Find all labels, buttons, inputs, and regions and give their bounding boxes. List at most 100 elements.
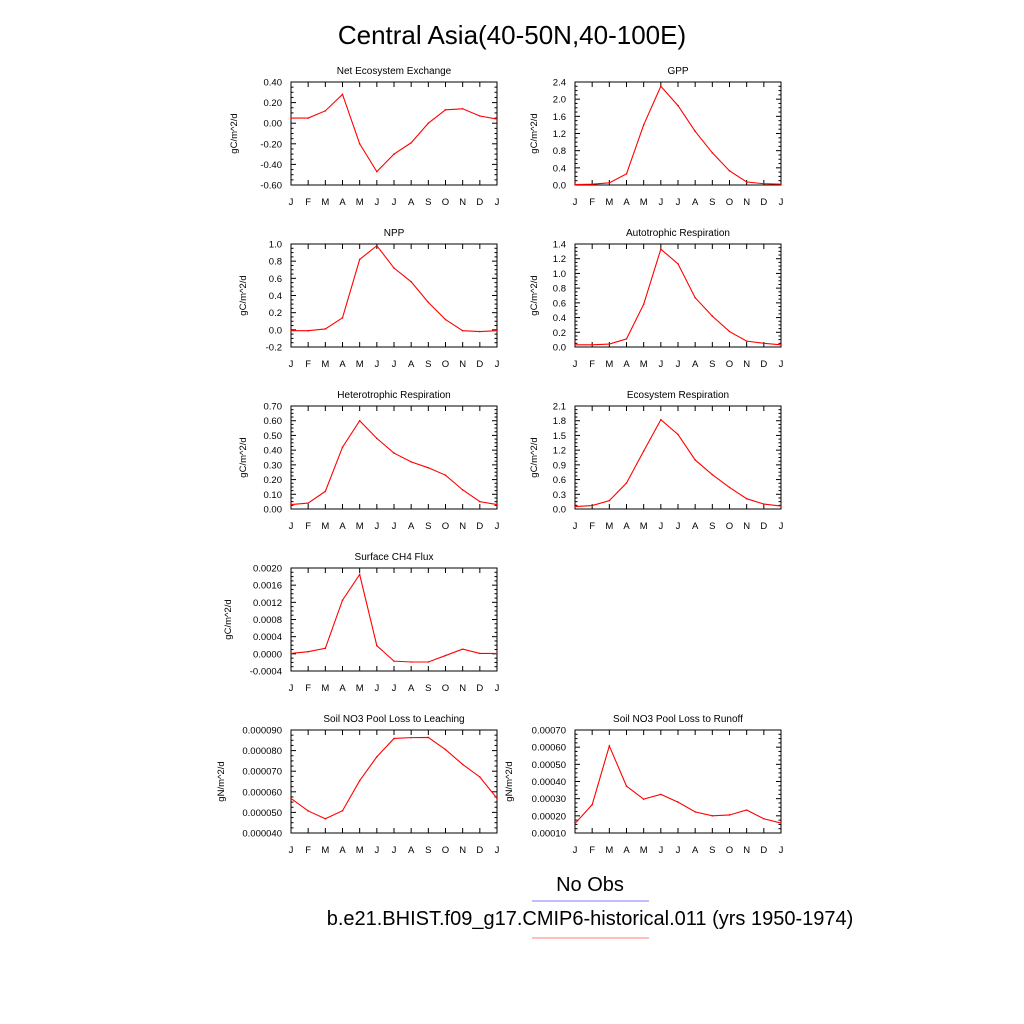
y-tick-label: 0.000090 (242, 726, 282, 737)
y-tick-label: -0.40 (260, 160, 282, 171)
legend-entry-obs-label: No Obs (556, 874, 624, 896)
x-tick-label: J (374, 845, 379, 856)
y-tick-label: 0.9 (553, 460, 566, 471)
y-tick-label: 0.6 (553, 475, 566, 486)
x-tick-label: F (305, 197, 311, 208)
x-tick-label: J (392, 197, 397, 208)
data-point (728, 814, 731, 816)
data-point (745, 340, 748, 342)
x-tick-label: D (760, 845, 767, 856)
y-axis-label: gC/m^2/d (238, 437, 249, 477)
data-point (341, 317, 344, 319)
x-tick-label: A (692, 521, 699, 532)
x-tick-label: A (623, 197, 630, 208)
x-tick-label: J (676, 359, 681, 370)
x-tick-label: N (743, 521, 750, 532)
x-tick-label: F (589, 197, 595, 208)
x-tick-label: F (589, 845, 595, 856)
panel-soil-no3-pool-loss-to-runoff: Soil NO3 Pool Loss to Runoff 0.00070 0.000… (504, 714, 784, 856)
plot-frame (574, 81, 782, 186)
series-line (290, 419, 498, 506)
y-tick-label: 0.000050 (242, 808, 282, 819)
y-tick-label: 0.40 (264, 446, 283, 457)
plot-frame (290, 81, 498, 186)
plot-frame (290, 567, 498, 672)
y-tick-label: 0.00 (264, 505, 283, 516)
x-tick-label: J (779, 845, 784, 856)
data-point (410, 661, 412, 663)
y-tick-label: 0.0016 (253, 581, 282, 592)
x-tick-label: S (425, 683, 431, 694)
x-tick-label: M (356, 683, 364, 694)
y-tick-label: 0.6 (269, 274, 282, 285)
x-tick-label: J (573, 845, 578, 856)
x-tick-label: M (321, 521, 329, 532)
data-point (290, 117, 292, 119)
x-tick-label: M (356, 521, 364, 532)
x-tick-label: A (408, 197, 415, 208)
data-point (677, 263, 679, 265)
data-point (376, 437, 378, 440)
y-tick-label: 0.8 (553, 146, 566, 157)
x-tick-label: J (289, 521, 294, 532)
data-point (479, 330, 481, 333)
x-tick-label: O (442, 683, 449, 694)
x-tick-label: M (356, 845, 364, 856)
x-tick-label: A (692, 845, 699, 856)
data-point (642, 303, 645, 306)
x-tick-label: A (623, 845, 630, 856)
data-point (341, 599, 344, 601)
x-tick-label: M (356, 359, 364, 370)
panel-title: Heterotrophic Respiration (337, 390, 450, 401)
series-line (291, 244, 498, 333)
x-tick-label: A (692, 359, 699, 370)
data-point (660, 85, 662, 88)
x-tick-label: A (623, 521, 630, 532)
data-point (780, 505, 782, 507)
x-tick-label: A (408, 521, 415, 532)
x-tick-label: N (459, 845, 466, 856)
x-tick-label: D (760, 359, 767, 370)
data-point (660, 418, 662, 421)
y-tick-label: 1.0 (553, 269, 566, 280)
data-point (444, 474, 447, 476)
data-point (728, 486, 731, 489)
series-line (290, 573, 497, 663)
data-point (711, 152, 714, 154)
data-point (625, 482, 628, 484)
x-tick-label: J (573, 521, 578, 532)
y-tick-label: 0.2 (553, 328, 566, 339)
page-title: Central Asia(40-50N,40-100E) (338, 20, 686, 50)
data-point (591, 343, 593, 346)
data-point (376, 644, 378, 647)
data-point (376, 170, 378, 173)
x-tick-label: O (726, 359, 733, 370)
data-point (780, 822, 782, 824)
y-tick-label: 0.2 (269, 308, 282, 319)
y-tick-label: 1.2 (553, 254, 566, 265)
x-tick-label: S (425, 359, 431, 370)
x-tick-label: M (605, 845, 613, 856)
data-point (711, 473, 714, 476)
y-tick-label: 0.20 (264, 98, 283, 109)
panel-title: Net Ecosystem Exchange (337, 66, 452, 77)
data-point (410, 280, 412, 283)
data-point (625, 785, 628, 787)
data-point (341, 446, 344, 449)
data-point (324, 110, 327, 112)
x-tick-label: J (573, 197, 578, 208)
data-point (358, 143, 361, 145)
data-point (324, 490, 327, 493)
y-axis-label: gC/m^2/d (238, 275, 249, 315)
data-point (427, 736, 430, 739)
y-tick-label: 2.4 (553, 78, 566, 89)
y-tick-label: 0.0 (553, 343, 566, 354)
x-tick-label: S (425, 197, 431, 208)
x-tick-label: J (573, 359, 578, 370)
x-tick-label: A (339, 683, 346, 694)
x-tick-label: M (640, 197, 648, 208)
data-point (745, 809, 748, 811)
panel-title: GPP (667, 66, 688, 77)
x-tick-label: J (495, 197, 500, 208)
x-tick-label: J (392, 359, 397, 370)
